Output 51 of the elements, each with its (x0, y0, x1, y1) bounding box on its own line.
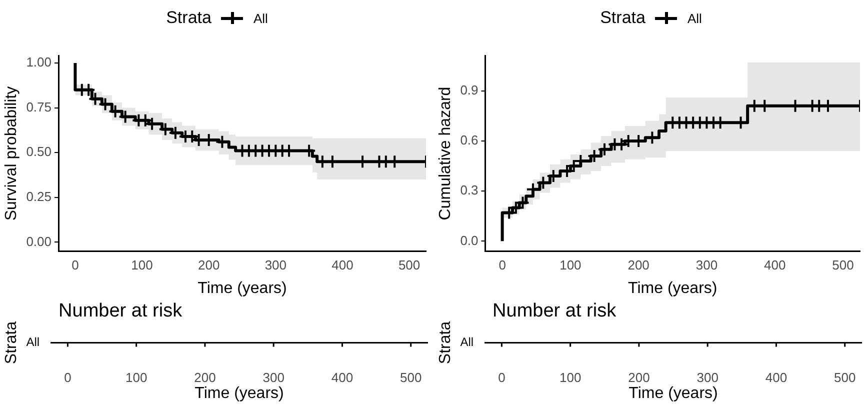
legend-title: Strata (166, 8, 212, 28)
y-tick-label: 0.50 (26, 144, 52, 160)
x-tick-label: 0 (72, 258, 79, 273)
y-tick-label: 0.75 (26, 99, 52, 114)
legend-title: Strata (600, 8, 646, 28)
legend-label: All (687, 10, 702, 26)
x-tick-label: 0 (64, 370, 72, 385)
x-tick-label: 300 (696, 258, 718, 273)
x-tick-label: 500 (400, 370, 422, 385)
chart-title: Number at risk (492, 300, 617, 322)
y-axis-title: Strata (437, 321, 454, 364)
x-tick-label: 500 (834, 370, 856, 385)
x-tick-label: 100 (560, 258, 582, 273)
y-tick-label: 0.9 (460, 82, 478, 98)
x-tick-label: 300 (262, 370, 284, 385)
y-axis-title: Strata (3, 321, 20, 364)
x-tick-label: 200 (198, 258, 220, 273)
legend-label: All (253, 10, 268, 26)
x-tick-label: 400 (331, 370, 354, 385)
x-tick-label: 500 (832, 258, 854, 273)
x-tick-label: 200 (194, 370, 216, 385)
x-tick-label: 100 (559, 370, 582, 385)
x-tick-label: 200 (628, 258, 650, 273)
x-axis-title: Time (years) (628, 280, 718, 297)
chart-title: Number at risk (58, 300, 183, 322)
y-tick-label: 0.3 (460, 182, 478, 198)
x-axis-title: Time (years) (198, 280, 287, 297)
y-axis-title: Cumulative hazard (437, 86, 454, 220)
y-tick-label: 0.00 (26, 234, 52, 249)
x-axis-title: Time (years) (628, 384, 718, 402)
x-tick-label: 0 (498, 258, 506, 273)
x-axis-title: Time (years) (194, 384, 284, 402)
x-tick-label: 0 (498, 370, 506, 385)
x-tick-label: 100 (131, 258, 153, 273)
y-tick-label: All (460, 335, 474, 350)
x-tick-label: 300 (696, 370, 718, 385)
x-tick-label: 300 (264, 258, 287, 273)
x-tick-label: 500 (398, 258, 420, 273)
y-tick-label: All (26, 335, 40, 350)
point (516, 196, 530, 210)
x-tick-label: 400 (332, 258, 354, 273)
y-tick-label: 0.6 (460, 132, 478, 148)
x-tick-label: 400 (765, 370, 788, 385)
x-tick-label: 400 (764, 258, 786, 273)
x-tick-label: 100 (125, 370, 148, 385)
y-axis-title: Survival probability (3, 86, 20, 221)
point (508, 200, 523, 215)
y-tick-label: 1.00 (26, 54, 52, 70)
y-tick-label: 0.25 (26, 189, 52, 204)
x-tick-label: 200 (628, 370, 650, 385)
y-tick-label: 0.0 (460, 232, 478, 248)
